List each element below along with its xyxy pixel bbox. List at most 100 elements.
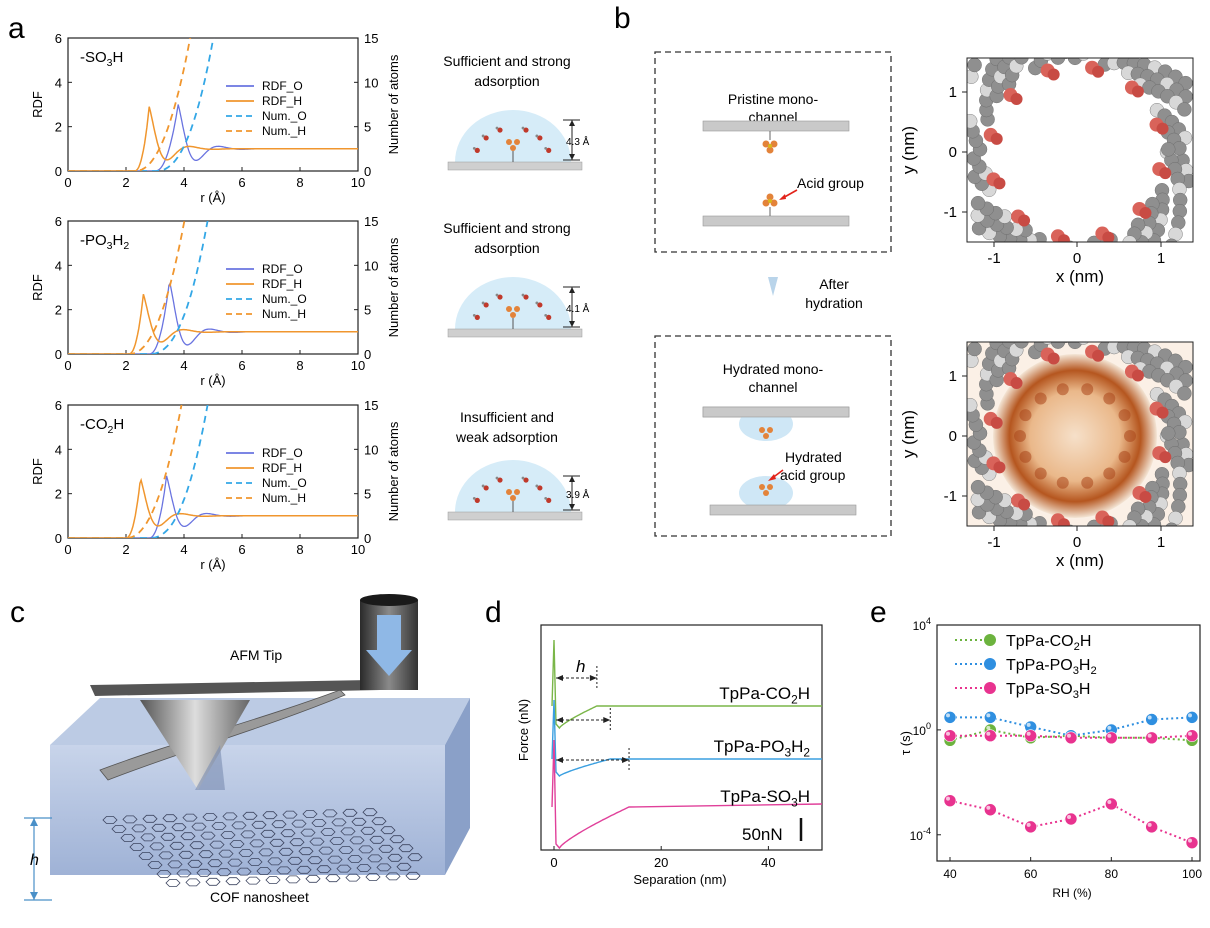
md-x-tick: 0 — [1073, 250, 1081, 267]
x-tick-label: 6 — [238, 358, 245, 373]
group-label: -CO2H — [80, 416, 124, 436]
rdf-h-line — [68, 477, 358, 538]
e-x-tick: 80 — [1105, 867, 1119, 881]
num-h-line — [68, 221, 186, 354]
bottom-channel-sheet — [702, 193, 850, 227]
y-left-axis-label: RDF — [30, 458, 45, 485]
num-o-line — [68, 405, 209, 538]
force-curve — [551, 699, 822, 777]
plot-frame — [67, 220, 359, 355]
distance-label: 4.1 Å — [566, 302, 590, 315]
y-right-tick-label: 10 — [364, 442, 378, 457]
md-y-tick: -1 — [944, 488, 957, 505]
legend-entry: Num._O — [262, 292, 307, 306]
legend-entry: RDF_O — [262, 262, 303, 276]
y-right-tick-label: 15 — [364, 31, 378, 46]
tau-point — [984, 729, 997, 743]
e-legend-entry-0: TpPa-CO2H — [1006, 633, 1091, 653]
hydration-arrow: After hydration — [768, 276, 863, 311]
schematic-line1: Sufficient and strong — [443, 53, 570, 69]
e-x-tick: 60 — [1024, 867, 1038, 881]
md-x-tick: 1 — [1157, 250, 1165, 267]
legend-entry: RDF_O — [262, 79, 303, 93]
x-tick-label: 2 — [122, 358, 129, 373]
afm-tip-cone — [140, 700, 250, 790]
md-y-tick: -1 — [944, 204, 957, 221]
plot-frame — [67, 404, 359, 539]
md-x-tick: -1 — [987, 250, 1000, 267]
schematic-line2: adsorption — [474, 73, 539, 89]
legend-entry: Num._O — [262, 476, 307, 490]
distance-label: 3.9 Å — [566, 488, 590, 501]
x-tick-label: 6 — [238, 175, 245, 190]
cof-nanosheet-label: COF nanosheet — [210, 889, 309, 905]
y-right-tick-label: 0 — [364, 164, 371, 179]
md-y-tick: 1 — [949, 84, 957, 101]
legend-entry: Num._H — [262, 491, 306, 505]
force-curve — [551, 739, 823, 850]
md-y-tick: 0 — [949, 428, 957, 445]
panel-letter-e: e — [870, 596, 887, 629]
x-tick-label: 8 — [296, 175, 303, 190]
scale-bar-label: 50nN — [742, 825, 783, 844]
y-left-tick-label: 0 — [55, 347, 62, 362]
legend-entry: RDF_H — [262, 277, 302, 291]
d-x-tick: 0 — [550, 855, 557, 870]
cof-nanosheet-lattice — [102, 808, 423, 887]
e-x-tick: 100 — [1182, 867, 1202, 881]
x-axis-label: r (Å) — [200, 373, 225, 388]
md-x-tick: 0 — [1073, 534, 1081, 551]
hydration-shell — [455, 460, 571, 512]
x-tick-label: 8 — [296, 542, 303, 557]
series-label-1: TpPa-PO3H2 — [714, 737, 811, 759]
y-left-axis-label: RDF — [30, 91, 45, 118]
height-h-label: h — [30, 852, 39, 869]
y-left-tick-label: 6 — [55, 214, 62, 229]
hydration-label: hydration — [805, 295, 863, 311]
bottom-box-title-line2: channel — [748, 379, 797, 395]
x-tick-label: 8 — [296, 358, 303, 373]
y-right-tick-label: 10 — [364, 258, 378, 273]
md-y-tick: 0 — [949, 144, 957, 161]
distance-label: 4.3 Å — [566, 135, 590, 148]
schematic-line2: adsorption — [474, 240, 539, 256]
legend-entry: Num._O — [262, 109, 307, 123]
y-left-tick-label: 2 — [55, 120, 62, 135]
cof-sheet — [447, 161, 583, 171]
y-left-tick-label: 6 — [55, 31, 62, 46]
x-tick-label: 2 — [122, 542, 129, 557]
tau-point — [1185, 836, 1199, 849]
y-left-tick-label: 0 — [55, 531, 62, 546]
tau-point — [943, 711, 957, 724]
e-y-tick: 10-4 — [910, 826, 931, 843]
y-right-tick-label: 5 — [364, 303, 371, 318]
tau-point — [1064, 731, 1078, 745]
down-arrow-icon — [366, 615, 412, 676]
d-y-label: Force (nN) — [516, 699, 531, 761]
e-y-label: τ (s) — [898, 731, 913, 755]
tau-point — [1145, 820, 1158, 834]
y-right-tick-label: 0 — [364, 531, 371, 546]
y-left-tick-label: 0 — [55, 164, 62, 179]
d-x-tick: 40 — [761, 855, 775, 870]
d-x-tick: 20 — [654, 855, 668, 870]
panel-b-bottom-box: Hydrated mono- channel Hydrated acid gro… — [654, 335, 892, 537]
panel-letter-a: a — [8, 12, 25, 45]
d-x-label: Separation (nm) — [633, 872, 726, 887]
md-x-label: x (nm) — [1056, 551, 1104, 570]
y-right-axis-label: Number of atoms — [386, 54, 401, 154]
e-legend-entry-1: TpPa-PO3H2 — [1006, 657, 1097, 677]
legend-marker — [984, 634, 996, 646]
legend-marker — [984, 658, 996, 670]
group-label: -SO3H — [80, 49, 123, 69]
legend-entry: RDF_O — [262, 446, 303, 460]
y-right-axis-label: Number of atoms — [386, 421, 401, 521]
acid-group-label: Acid group — [797, 175, 864, 191]
y-left-tick-label: 4 — [55, 75, 62, 90]
